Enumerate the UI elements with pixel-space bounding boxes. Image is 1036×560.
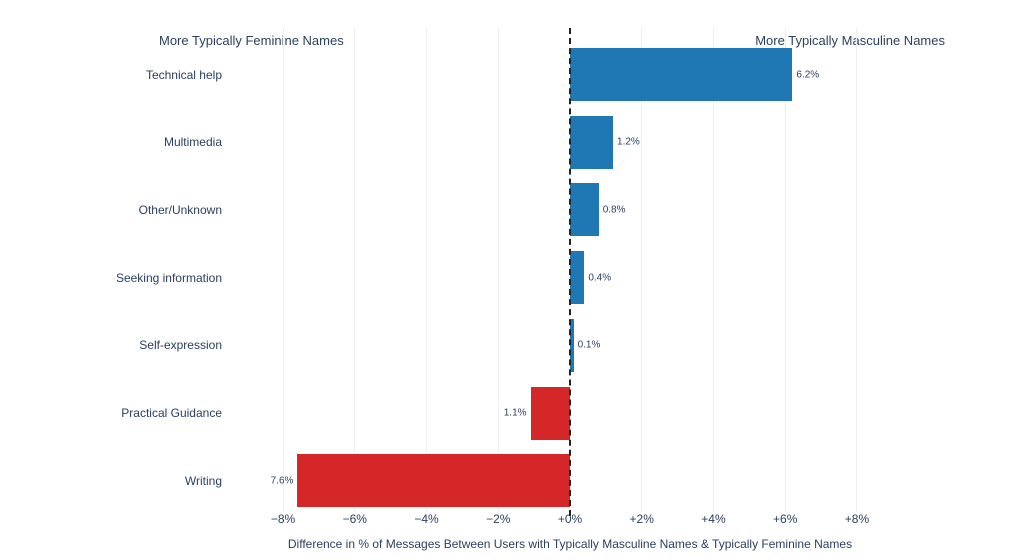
- value-label-writing: 7.6%: [270, 475, 294, 487]
- category-label-seeking-information: Seeking information: [115, 270, 222, 285]
- bar-technical-help: [570, 48, 793, 101]
- category-label-other-unknown: Other/Unknown: [138, 202, 222, 217]
- value-label-multimedia: 1.2%: [617, 136, 640, 148]
- x-tick-label: +6%: [773, 512, 798, 526]
- bar-other-unknown: [570, 183, 599, 237]
- category-label-writing: Writing: [184, 473, 222, 488]
- x-tick-label: +0%: [557, 512, 583, 526]
- bar-practical-guidance: [530, 386, 570, 440]
- bar-writing: [297, 454, 570, 508]
- value-label-practical-guidance: 1.1%: [503, 407, 527, 419]
- bar-self-expression: [570, 318, 574, 372]
- x-tick-label: −2%: [486, 512, 511, 526]
- x-tick-label: −4%: [414, 512, 439, 526]
- category-label-practical-guidance: Practical Guidance: [121, 406, 222, 420]
- right-axis-header: More Typically Masculine Names: [755, 33, 945, 48]
- x-tick-label: +4%: [701, 512, 726, 526]
- gridline: [641, 28, 643, 512]
- value-label-other-unknown: 0.8%: [602, 204, 626, 216]
- category-label-technical-help: Technical help: [145, 67, 222, 82]
- value-label-technical-help: 6.2%: [796, 69, 820, 80]
- x-tick-label: +2%: [629, 512, 654, 526]
- gridline: [426, 28, 428, 512]
- gridline: [354, 28, 356, 512]
- value-label-seeking-information: 0.4%: [588, 272, 612, 284]
- gridline: [712, 28, 714, 512]
- bar-multimedia: [570, 115, 614, 169]
- gridline: [856, 28, 858, 512]
- x-tick-label: +8%: [844, 512, 870, 526]
- category-label-self-expression: Self-expression: [139, 338, 222, 353]
- category-label-multimedia: Multimedia: [163, 135, 222, 150]
- x-axis-title: Difference in % of Messages Between User…: [287, 537, 853, 551]
- left-axis-header: More Typically Feminine Names: [159, 33, 344, 48]
- bar-seeking-information: [570, 251, 585, 305]
- gridline: [497, 28, 499, 512]
- zero-baseline: [569, 28, 571, 516]
- x-tick-label: −6%: [342, 512, 367, 526]
- x-tick-label: −8%: [270, 512, 296, 526]
- value-label-self-expression: 0.1%: [577, 339, 601, 351]
- gridline: [282, 28, 284, 512]
- gridline: [784, 28, 786, 512]
